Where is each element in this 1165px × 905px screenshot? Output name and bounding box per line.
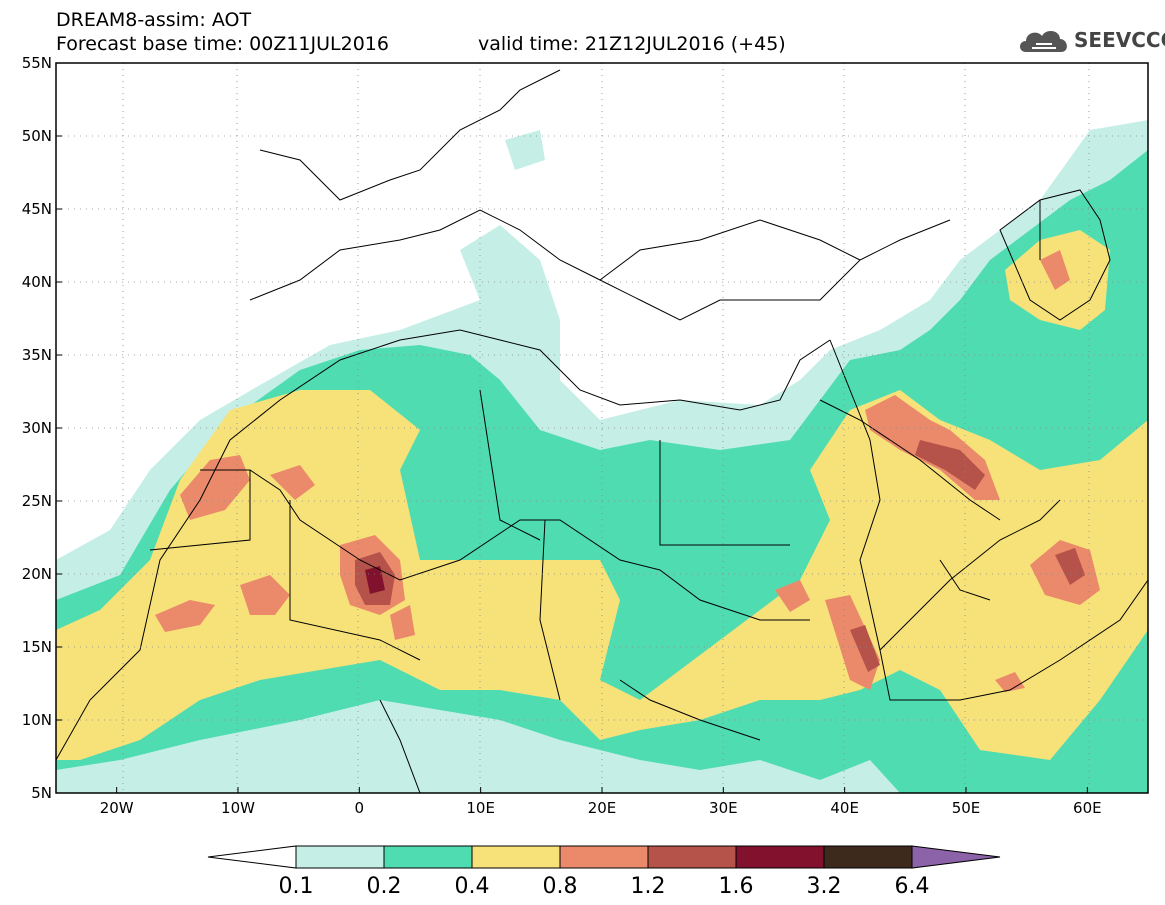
aot-band-1.2-b bbox=[915, 440, 985, 490]
colorbar-over-triangle bbox=[911, 845, 1001, 869]
colorbar-label: 0.8 bbox=[543, 874, 578, 899]
colorbar-label: 6.4 bbox=[895, 874, 930, 899]
graticule bbox=[56, 63, 1148, 793]
lat-tick-label: 35N bbox=[22, 346, 52, 364]
aot-field bbox=[56, 120, 1148, 793]
lat-tick-label: 10N bbox=[22, 711, 52, 729]
chart-title: DREAM8-assim: AOT bbox=[56, 9, 252, 31]
seevccc-logo: SEEVCCC bbox=[1016, 24, 1165, 56]
lat-tick-label: 20N bbox=[22, 565, 52, 583]
lon-tick-label: 20W bbox=[100, 799, 134, 817]
lon-tick-label: 0 bbox=[355, 799, 365, 817]
colorbar-segment bbox=[647, 845, 737, 869]
colorbar-segment bbox=[735, 845, 825, 869]
lon-tick-label: 10E bbox=[466, 799, 495, 817]
lat-axis: 5N 10N 15N 20N 25N 30N 35N 40N 45N 50N 55N bbox=[22, 54, 62, 802]
lon-tick-label: 30E bbox=[709, 799, 738, 817]
lon-tick-label: 50E bbox=[952, 799, 981, 817]
forecast-base-time: Forecast base time: 00Z11JUL2016 bbox=[56, 33, 389, 55]
colorbar-label: 0.2 bbox=[367, 874, 402, 899]
colorbar-segment bbox=[295, 845, 385, 869]
aot-band-0.8-b bbox=[270, 465, 315, 500]
aot-band-1.2-c bbox=[1055, 548, 1085, 585]
aot-band-1.2-d bbox=[850, 625, 880, 672]
lat-tick-label: 15N bbox=[22, 638, 52, 656]
lat-tick-label: 25N bbox=[22, 492, 52, 510]
colorbar-label: 1.6 bbox=[719, 874, 754, 899]
lat-tick-label: 45N bbox=[22, 200, 52, 218]
aot-band-0.8-d bbox=[240, 575, 290, 615]
cloud-icon bbox=[1020, 30, 1067, 52]
colorbar-label: 0.4 bbox=[455, 874, 490, 899]
logo-text: SEEVCCC bbox=[1074, 28, 1165, 52]
colorbar-segment bbox=[471, 845, 561, 869]
aot-band-0.1-north bbox=[505, 130, 545, 170]
colorbar-segment bbox=[559, 845, 649, 869]
lat-tick-label: 30N bbox=[22, 419, 52, 437]
lon-axis: 20W 10W 0 10E 20E 30E 40E 50E 60E bbox=[100, 787, 1102, 817]
lon-tick-label: 10W bbox=[221, 799, 255, 817]
coastlines bbox=[56, 69, 1148, 793]
aot-band-0.8-f bbox=[390, 605, 415, 640]
aot-band-0.8-e bbox=[155, 600, 215, 632]
aot-band-0.8-l bbox=[995, 672, 1025, 692]
colorbar-segment bbox=[823, 845, 913, 869]
colorbar-label: 0.1 bbox=[279, 874, 314, 899]
colorbar: 0.1 0.2 0.4 0.8 1.2 1.6 3.2 6.4 bbox=[207, 845, 1001, 899]
aot-band-0.8-g bbox=[775, 580, 810, 612]
colorbar-segment bbox=[383, 845, 473, 869]
lat-tick-label: 50N bbox=[22, 127, 52, 145]
lat-tick-label: 5N bbox=[31, 784, 52, 802]
colorbar-under-triangle bbox=[207, 845, 297, 869]
valid-time: valid time: 21Z12JUL2016 (+45) bbox=[478, 33, 786, 55]
aot-band-0.8-k bbox=[1040, 250, 1070, 290]
lat-tick-label: 40N bbox=[22, 273, 52, 291]
colorbar-label: 3.2 bbox=[807, 874, 842, 899]
lon-tick-label: 40E bbox=[830, 799, 859, 817]
lat-tick-label: 55N bbox=[22, 54, 52, 72]
aot-band-1.6 bbox=[365, 566, 385, 594]
colorbar-label: 1.2 bbox=[631, 874, 666, 899]
lon-tick-label: 60E bbox=[1073, 799, 1102, 817]
lon-tick-label: 20E bbox=[588, 799, 617, 817]
